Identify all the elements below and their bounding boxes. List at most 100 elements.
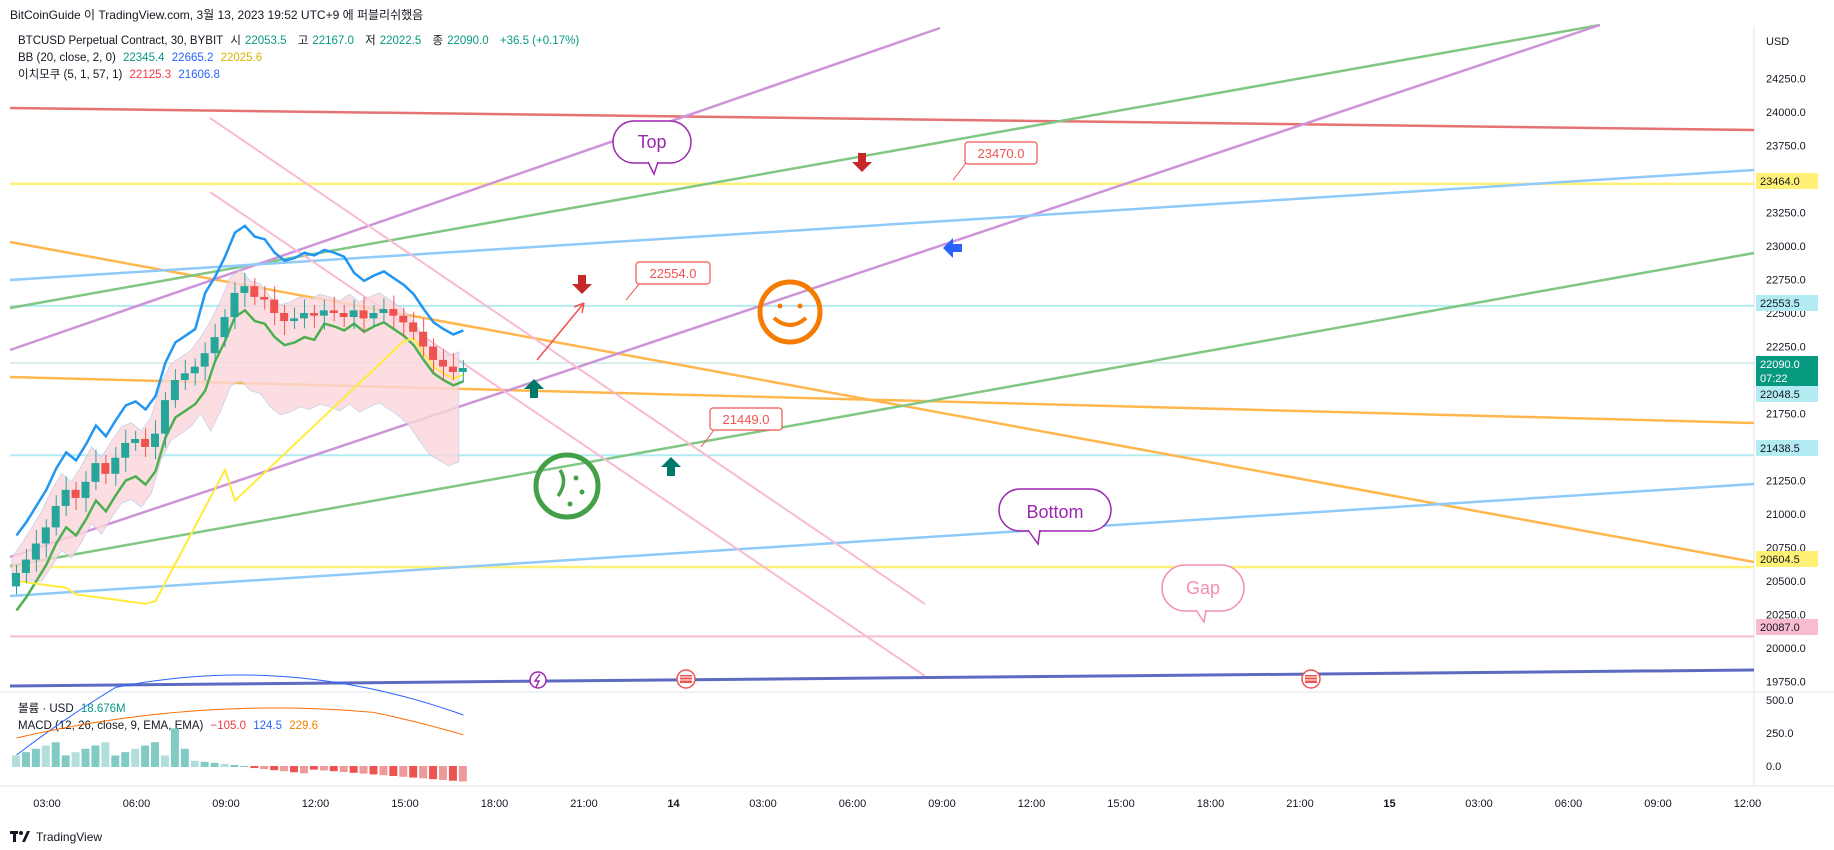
macd-histogram-bar bbox=[369, 766, 378, 775]
volume-legend: 볼륨 · USD 18.676M bbox=[18, 702, 130, 717]
price-callout[interactable]: 22554.0 bbox=[625, 261, 711, 301]
candle-body bbox=[458, 367, 467, 372]
ichimoku-label: 이치모쿠 (5, 1, 57, 1) bbox=[18, 69, 123, 81]
currency-label: USD bbox=[1766, 36, 1789, 48]
candle-body bbox=[160, 400, 169, 434]
bb-legend: BB (20, close, 2, 0) 22345.4 22665.2 220… bbox=[18, 51, 266, 66]
bb-lower-line bbox=[16, 337, 464, 605]
price-tag-bg bbox=[1756, 551, 1818, 567]
footer-brand: TradingView bbox=[36, 830, 103, 844]
trend-line bbox=[9, 668, 1755, 688]
price-tick-label: 21000.0 bbox=[1766, 509, 1806, 521]
ichimoku-b-value: 21606.8 bbox=[178, 69, 220, 81]
macd-histogram-bar bbox=[101, 742, 110, 767]
price-tag-bg bbox=[1756, 440, 1818, 456]
macd-histogram-bar bbox=[290, 766, 299, 773]
time-axis[interactable]: 03:00 06:00 09:00 12:00 15:00 18:00 21:00 14 03:… bbox=[33, 798, 1761, 810]
open-value: 22053.5 bbox=[244, 35, 287, 47]
price-callout[interactable]: 23470.0 bbox=[952, 141, 1038, 181]
price-tag-label: 07:22 bbox=[1760, 373, 1788, 385]
candle-body bbox=[51, 505, 60, 528]
left-arrow-icon bbox=[943, 238, 962, 258]
candle-body bbox=[141, 438, 150, 447]
macd-histogram-bar bbox=[429, 766, 438, 780]
time-tick-label: 21:00 bbox=[570, 798, 598, 810]
bb-lower-value: 22025.6 bbox=[220, 52, 263, 64]
candle-body bbox=[359, 310, 368, 319]
macd-histogram-bar bbox=[270, 766, 279, 771]
macd-histogram-bar bbox=[419, 766, 428, 779]
price-tag-label: 22048.5 bbox=[1760, 389, 1800, 401]
trend-line bbox=[9, 23, 1601, 559]
close-label: 종 bbox=[432, 35, 444, 47]
candle-body bbox=[131, 438, 140, 443]
candle-body bbox=[190, 366, 199, 374]
macd-histogram-bar bbox=[160, 755, 169, 767]
time-tick-label: 18:00 bbox=[1197, 798, 1225, 810]
price-tag-bg bbox=[1756, 356, 1818, 372]
annotations-layer[interactable]: Top Bottom Gap 23470.0 22554.0 21449.0 bbox=[524, 120, 1321, 689]
candle-body bbox=[389, 308, 398, 316]
us-flag-icon[interactable] bbox=[1301, 669, 1321, 689]
time-tick-label: 15:00 bbox=[391, 798, 419, 810]
time-tick-label: 03:00 bbox=[33, 798, 61, 810]
ichimoku-a-value: 22125.3 bbox=[129, 69, 172, 81]
price-tag-bg bbox=[1756, 619, 1818, 635]
macd-histogram-bar bbox=[309, 766, 318, 770]
open-label: 시 bbox=[230, 35, 241, 47]
cloud-area bbox=[11, 269, 460, 582]
candle-body bbox=[180, 373, 189, 380]
candles-layer[interactable] bbox=[12, 272, 467, 595]
change-value: +36.5 (+0.17%) bbox=[499, 35, 580, 47]
macd-histogram-bar bbox=[210, 762, 219, 767]
macd-line-value: 124.5 bbox=[253, 720, 283, 732]
time-tick-label: 12:00 bbox=[302, 798, 330, 810]
trend-line bbox=[9, 168, 1755, 282]
lightning-icon[interactable] bbox=[529, 671, 547, 689]
macd-histogram-bar bbox=[339, 766, 348, 773]
bb-basis-value: 22345.4 bbox=[123, 52, 165, 64]
candle-body bbox=[41, 527, 50, 544]
price-tick-label: 24250.0 bbox=[1766, 74, 1806, 86]
high-label: 고 bbox=[297, 35, 309, 47]
bb-label: BB (20, close, 2, 0) bbox=[18, 52, 116, 64]
high-value: 22167.0 bbox=[312, 35, 354, 47]
price-tag-bg bbox=[1756, 295, 1818, 311]
price-tags: 23464.0 22553.5 22090.0 07:22 22048.5 21438.5… bbox=[1756, 173, 1818, 635]
macd-histogram-bar bbox=[260, 766, 269, 770]
volume-label: 볼륨 · USD bbox=[18, 703, 74, 715]
ichimoku-legend: 이치모쿠 (5, 1, 57, 1) 22125.3 21606.8 bbox=[18, 68, 224, 83]
macd-pane[interactable] bbox=[12, 674, 467, 782]
callout-label: 21449.0 bbox=[723, 412, 770, 427]
bubble-top[interactable]: Top bbox=[612, 120, 692, 176]
macd-histogram-bar bbox=[349, 766, 358, 773]
candle-body bbox=[12, 572, 20, 587]
macd-histogram-bar bbox=[111, 755, 120, 767]
happy-face-icon bbox=[757, 279, 823, 345]
macd-legend: MACD (12, 26, close, 9, EMA, EMA) −105.0… bbox=[18, 719, 322, 734]
bubble-bottom[interactable]: Bottom bbox=[998, 488, 1112, 546]
macd-histogram-bar bbox=[399, 766, 408, 777]
price-callout[interactable]: 21449.0 bbox=[700, 407, 783, 448]
candle-body bbox=[270, 299, 279, 313]
trend-line bbox=[9, 482, 1755, 598]
price-tag-bg bbox=[1756, 386, 1818, 402]
candle-body bbox=[250, 286, 259, 297]
candle-body bbox=[151, 433, 160, 447]
price-tick-label: 20500.0 bbox=[1766, 576, 1806, 588]
candle-body bbox=[379, 308, 388, 313]
macd-tick-label: 250.0 bbox=[1766, 728, 1794, 740]
candle-body bbox=[111, 457, 120, 474]
macd-histogram-bar bbox=[438, 766, 447, 780]
us-flag-icon[interactable] bbox=[676, 669, 696, 689]
bubble-gap[interactable]: Gap bbox=[1161, 564, 1245, 624]
price-tick-label: 23000.0 bbox=[1766, 241, 1806, 253]
candle-body bbox=[448, 366, 457, 372]
time-tick-label: 06:00 bbox=[123, 798, 151, 810]
time-tick-label: 21:00 bbox=[1286, 798, 1314, 810]
candle-body bbox=[339, 313, 348, 318]
price-tag-label: 23464.0 bbox=[1760, 176, 1800, 188]
macd-signal-value: 229.6 bbox=[289, 720, 319, 732]
trend-line bbox=[9, 251, 1755, 568]
